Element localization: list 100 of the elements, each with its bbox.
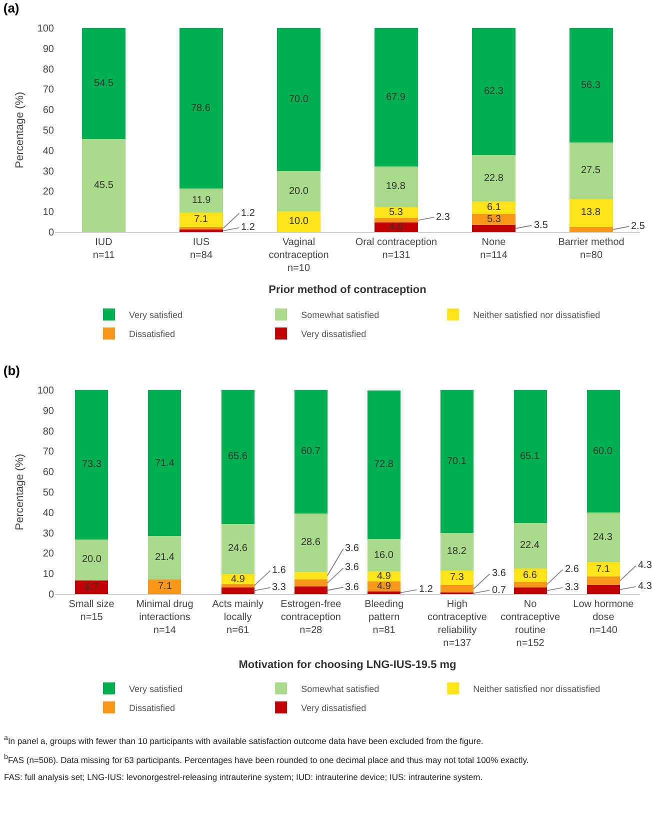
bar <box>472 28 516 156</box>
bar <box>472 202 516 214</box>
data-label: 22.8 <box>484 173 504 184</box>
legend-label: Neither satisfied nor dissatisfied <box>473 684 600 694</box>
y-axis-title: Percentage (%) <box>14 454 26 530</box>
x-tick-label: High contraceptive reliability n=137 <box>427 599 488 649</box>
bar <box>586 390 620 512</box>
y-tick-label: 70 <box>42 446 54 458</box>
y-tick-label: 30 <box>42 166 54 178</box>
data-label: 56.3 <box>581 80 601 91</box>
bar <box>148 580 182 594</box>
y-tick-label: 0 <box>48 228 54 238</box>
bar <box>148 536 182 580</box>
data-label: 73.3 <box>82 459 102 470</box>
legend-label: Somewhat satisfied <box>301 684 380 694</box>
data-label: 7.1 <box>158 581 172 592</box>
bar <box>569 28 614 143</box>
data-label: 24.6 <box>228 543 248 554</box>
bar <box>374 166 418 208</box>
data-label: 60.7 <box>301 446 321 457</box>
bar <box>221 524 254 574</box>
y-tick-label: 100 <box>37 24 54 34</box>
data-label: 1.2 <box>241 222 256 233</box>
legend-label: Very dissatisfied <box>301 329 366 340</box>
data-label: 10.0 <box>289 216 309 227</box>
data-label: 3.3 <box>565 582 580 593</box>
bar <box>440 570 474 586</box>
data-label: 1.2 <box>419 584 434 595</box>
y-tick-label: 20 <box>42 548 54 560</box>
data-label: 3.6 <box>345 543 360 554</box>
bar <box>368 538 401 572</box>
x-axis-title: Prior method of contraception <box>268 284 427 296</box>
bar <box>179 188 224 213</box>
data-label: 16.0 <box>374 550 394 561</box>
data-label: 22.4 <box>520 540 540 551</box>
data-label: 70.0 <box>289 94 309 105</box>
y-tick-label: 10 <box>42 207 54 218</box>
bar <box>294 514 328 572</box>
x-tick-label: Estrogen-free contraception n=28 <box>280 599 342 636</box>
bar <box>440 585 474 593</box>
legend-label: Neither satisfied nor dissatisfied <box>473 310 600 320</box>
bar <box>514 582 547 588</box>
legend-label: Very satisfied <box>129 310 183 320</box>
data-label: 4.3 <box>638 581 652 592</box>
data-label: 3.6 <box>345 582 360 593</box>
x-tick-label: Acts mainly locally n=61 <box>212 599 264 636</box>
y-axis-title: Percentage (%) <box>14 92 26 168</box>
data-label: 20.0 <box>289 186 309 197</box>
bar <box>569 142 614 199</box>
data-label: 27.5 <box>581 165 601 176</box>
data-label: 2.5 <box>631 221 646 232</box>
bar <box>374 28 418 167</box>
data-label: 4.3 <box>638 560 652 571</box>
bar <box>294 579 328 587</box>
data-label: 19.8 <box>386 181 406 192</box>
y-tick-label: 30 <box>42 528 54 540</box>
bar <box>514 522 547 568</box>
bar <box>472 155 516 202</box>
bar <box>569 226 614 232</box>
data-label: 3.5 <box>534 220 548 231</box>
data-label: 7.1 <box>596 564 610 575</box>
data-label: 24.3 <box>593 532 613 543</box>
bar <box>440 390 474 534</box>
data-label: 4.9 <box>377 571 392 582</box>
bar <box>569 198 614 227</box>
bar <box>148 390 182 536</box>
bar <box>374 207 418 218</box>
bar <box>75 390 108 540</box>
data-label: 1.2 <box>241 208 256 219</box>
data-label: 2.3 <box>436 212 450 223</box>
y-tick-label: 60 <box>42 105 54 116</box>
data-label: 67.9 <box>386 92 406 103</box>
bar <box>472 224 516 232</box>
bar <box>514 587 547 594</box>
bar <box>221 587 254 594</box>
chart-title: (a) <box>3 0 20 16</box>
y-tick-label: 90 <box>42 44 54 55</box>
x-tick-label: Minimal drug interactions n=14 <box>136 599 194 636</box>
data-label: 3.3 <box>272 582 286 593</box>
bar <box>586 576 620 586</box>
data-label: 71.4 <box>155 458 175 469</box>
data-label: 70.1 <box>447 456 467 467</box>
bar <box>179 28 224 188</box>
y-tick-label: 90 <box>42 406 54 417</box>
bar <box>472 214 516 225</box>
bar <box>586 512 620 562</box>
y-tick-label: 80 <box>42 426 54 438</box>
text: FAS: full analysis set; LNG-IUS: levonorgestrel-releasing intrauterine system; IUD: intrauterine device; IUS: intrauterine system. <box>4 772 484 782</box>
data-label: 45.5 <box>94 180 114 191</box>
bar <box>179 212 224 228</box>
bar <box>276 28 321 171</box>
bar <box>440 533 474 570</box>
bar <box>276 212 321 232</box>
bar <box>514 390 547 523</box>
legend-label: Dissatisfied <box>129 329 176 340</box>
data-label: 28.6 <box>301 537 321 548</box>
legend-label: Very satisfied <box>129 684 183 694</box>
data-label: 0.7 <box>492 585 506 596</box>
data-label: 18.2 <box>447 546 467 557</box>
data-label: 54.5 <box>94 78 114 89</box>
